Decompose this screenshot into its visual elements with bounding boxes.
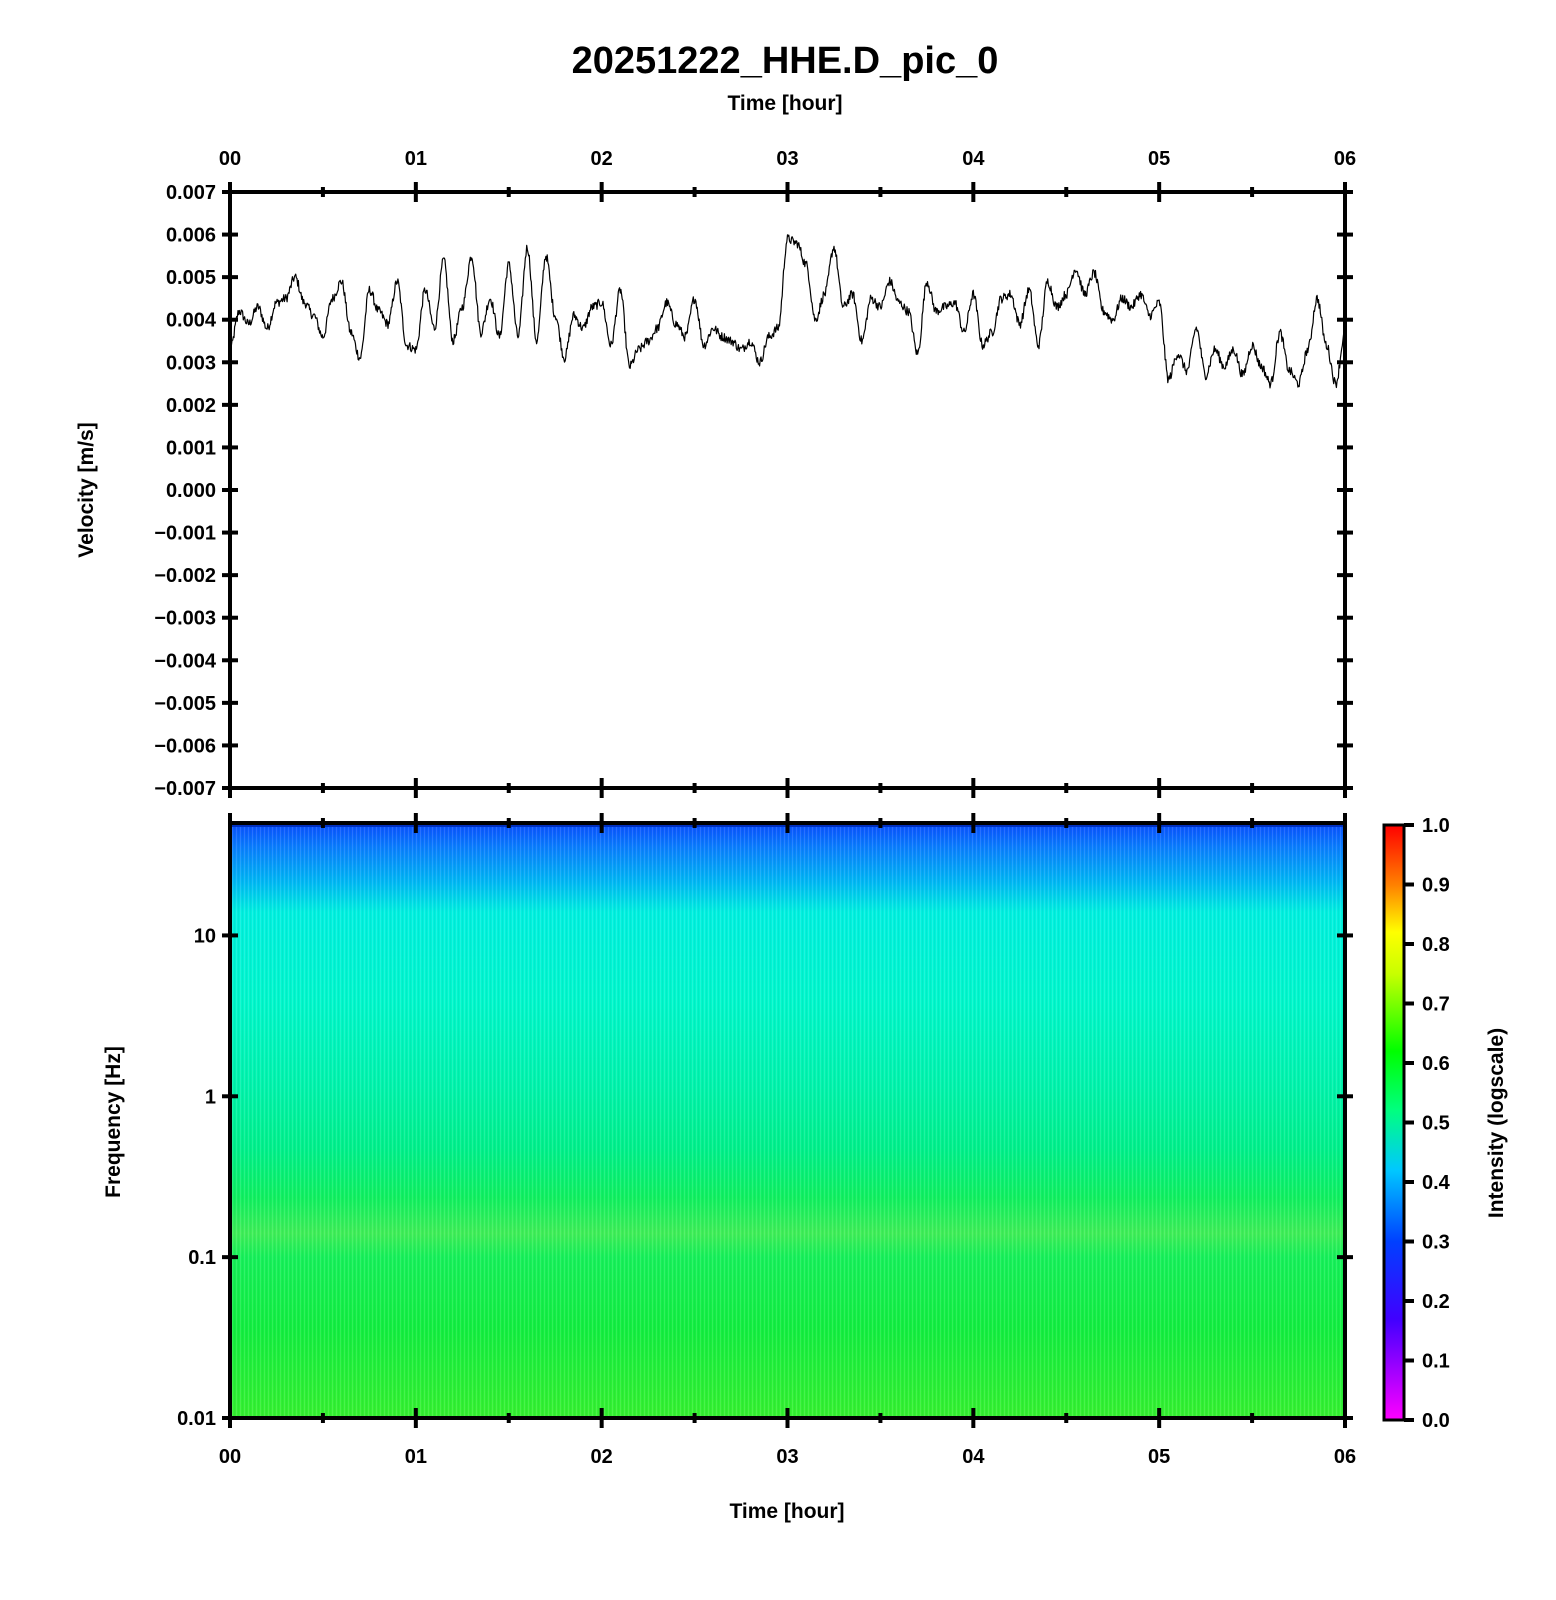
waveform-frame bbox=[228, 190, 1347, 790]
waveform-y-tick-label: −0.001 bbox=[154, 523, 216, 545]
colorbar: 1.0 0.9 0.8 0.7 0.6 0.5 0.4 0.3 0.2 0.1 0.0 Intens… bbox=[1382, 815, 1508, 1432]
colorbar-tick-label: 0.1 bbox=[1422, 1351, 1450, 1373]
spectrogram-xlabel: Time [hour] bbox=[729, 1500, 844, 1523]
top-xaxis-title: Time [hour] bbox=[727, 92, 842, 115]
colorbar-axis: 1.0 0.9 0.8 0.7 0.6 0.5 0.4 0.3 0.2 0.1 0.0 bbox=[1404, 815, 1451, 1432]
waveform-top-tick-label: 04 bbox=[962, 148, 985, 170]
waveform-yaxis: 0.007 0.006 0.005 0.004 0.003 0.002 0.001 0.000… bbox=[154, 182, 1353, 800]
spectrogram-texture bbox=[230, 823, 1345, 1418]
spectrogram-y-tick-label: 10 bbox=[194, 925, 216, 947]
waveform-top-tick-label: 02 bbox=[591, 148, 613, 170]
waveform-y-tick-label: −0.002 bbox=[154, 565, 216, 587]
spectrogram-x-tick-label: 06 bbox=[1334, 1446, 1356, 1468]
spectrogram-y-tick-label: 0.01 bbox=[177, 1408, 216, 1430]
colorbar-label: Intensity (logscale) bbox=[1485, 1028, 1508, 1218]
waveform-y-tick-label: −0.005 bbox=[154, 693, 216, 715]
waveform-y-tick-label: −0.006 bbox=[154, 735, 216, 757]
waveform-top-tick-label: 05 bbox=[1148, 148, 1170, 170]
waveform-y-tick-label: 0.006 bbox=[166, 225, 216, 247]
waveform-series-line bbox=[229, 234, 1346, 389]
waveform-y-tick-label: −0.003 bbox=[154, 608, 216, 630]
colorbar-tick-label: 0.8 bbox=[1422, 934, 1450, 956]
waveform-top-tick-label: 01 bbox=[405, 148, 427, 170]
spectrogram-ylabel: Frequency [Hz] bbox=[102, 1046, 125, 1198]
waveform-y-tick-label: 0.003 bbox=[166, 352, 216, 374]
spectrogram-x-tick-label: 01 bbox=[405, 1446, 427, 1468]
waveform-ylabel: Velocity [m/s] bbox=[75, 422, 98, 557]
spectrogram-x-tick-label: 04 bbox=[962, 1446, 985, 1468]
colorbar-tick-label: 0.7 bbox=[1422, 994, 1450, 1016]
waveform-plot-clip bbox=[229, 234, 1346, 389]
spectrogram-x-tick-label: 02 bbox=[591, 1446, 613, 1468]
colorbar-tick-label: 0.4 bbox=[1422, 1172, 1451, 1194]
waveform-y-tick-label: 0.002 bbox=[166, 395, 216, 417]
colorbar-gradient bbox=[1382, 823, 1406, 1422]
chart-title: 20251222_HHE.D_pic_0 bbox=[572, 40, 999, 82]
colorbar-tick-label: 0.2 bbox=[1422, 1291, 1450, 1313]
spectrogram-axes: 00 01 02 03 04 05 06 10 1 0.1 0.01 bbox=[177, 813, 1356, 1468]
waveform-y-tick-label: 0.005 bbox=[166, 267, 216, 289]
waveform-top-xaxis: 00 01 02 03 04 05 06 bbox=[219, 148, 1356, 798]
waveform-y-tick-label: 0.004 bbox=[166, 310, 217, 332]
waveform-top-tick-label: 03 bbox=[776, 148, 798, 170]
colorbar-tick-label: 0.3 bbox=[1422, 1232, 1450, 1254]
waveform-y-tick-label: 0.001 bbox=[166, 437, 216, 459]
waveform-y-tick-label: −0.004 bbox=[154, 650, 217, 672]
colorbar-tick-label: 0.6 bbox=[1422, 1053, 1450, 1075]
spectrogram-x-tick-label: 03 bbox=[776, 1446, 798, 1468]
spectrogram-y-tick-label: 1 bbox=[205, 1086, 216, 1108]
colorbar-tick-label: 0.0 bbox=[1422, 1410, 1450, 1432]
waveform-top-tick-label: 06 bbox=[1334, 148, 1356, 170]
waveform-y-tick-label: −0.007 bbox=[154, 778, 216, 800]
waveform-panel: 00 01 02 03 04 05 06 0.007 0.006 0.005 0.004 0.003… bbox=[75, 148, 1356, 800]
spectrogram-x-tick-label: 05 bbox=[1148, 1446, 1170, 1468]
waveform-y-tick-label: 0.007 bbox=[166, 182, 216, 204]
spectrogram-x-tick-label: 00 bbox=[219, 1446, 241, 1468]
colorbar-tick-label: 0.9 bbox=[1422, 875, 1450, 897]
spectrogram-y-tick-label: 0.1 bbox=[188, 1247, 216, 1269]
waveform-top-tick-label: 00 bbox=[219, 148, 241, 170]
waveform-y-tick-label: 0.000 bbox=[166, 480, 216, 502]
colorbar-tick-label: 0.5 bbox=[1422, 1113, 1450, 1135]
colorbar-tick-label: 1.0 bbox=[1422, 815, 1450, 837]
